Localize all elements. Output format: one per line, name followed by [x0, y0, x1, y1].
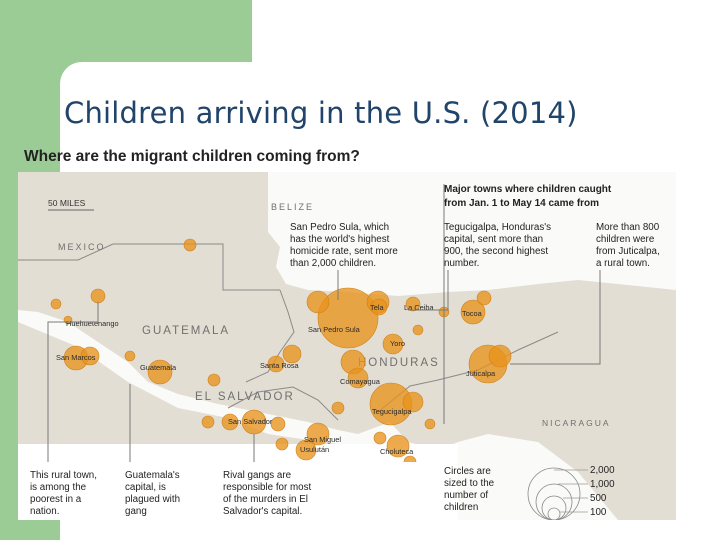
- bubble: [373, 431, 387, 445]
- bubble: [50, 298, 62, 310]
- legend-size-100: 100: [590, 507, 607, 518]
- leader-tegucigalpa-top: [408, 270, 449, 311]
- annotation-huehuetenango: This rural town, is among the poorest in…: [30, 470, 100, 517]
- bubble-guatemala: [147, 359, 173, 385]
- country-label-honduras: HONDURAS: [358, 357, 440, 369]
- bubble: [412, 324, 424, 336]
- country-label-belize: BELIZE: [271, 202, 314, 212]
- bubble-yoro: [382, 333, 404, 355]
- legend-size-1000: 1,000: [590, 479, 615, 490]
- bubble: [488, 344, 512, 368]
- legend-ticks: [554, 469, 588, 513]
- bubble-tocoa: [460, 299, 486, 325]
- legend-size-2000: 2,000: [590, 465, 615, 476]
- city-label-tocoa: Tocoa: [462, 309, 483, 318]
- map-svg: BELIZE MEXICO GUATEMALA HONDURAS EL SALV…: [18, 172, 676, 520]
- city-label-tela: Tela: [370, 303, 384, 312]
- annotation-tegucigalpa: Tegucigalpa, Honduras's capital, sent mo…: [444, 222, 554, 269]
- country-label-el-salvador: EL SALVADOR: [195, 391, 295, 403]
- city-label-santa-rosa: Santa Rosa: [260, 361, 300, 370]
- bubble-san-pedro-sula: [317, 287, 379, 349]
- migrant-origin-map: BELIZE MEXICO GUATEMALA HONDURAS EL SALV…: [18, 172, 676, 520]
- leader-huehuetenango: [47, 302, 99, 464]
- city-label-huehuetenango: Huehuetenango: [66, 319, 119, 328]
- city-label-san-pedro-sula: San Pedro Sula: [308, 325, 361, 334]
- figure-heading: Where are the migrant children coming fr…: [24, 148, 360, 165]
- bubble-tela: [370, 298, 388, 316]
- city-label-san-miguel: San Miguel: [304, 435, 341, 444]
- city-label-la-ceiba: La Ceiba: [404, 303, 434, 312]
- bubble-la-ceiba: [405, 296, 421, 312]
- bubble: [80, 346, 100, 366]
- border-guatemala-honduras: [245, 289, 295, 383]
- bubble-santa-rosa: [267, 355, 285, 373]
- leader-lines: [47, 184, 601, 464]
- country-label-nicaragua: NICARAGUA: [542, 418, 611, 428]
- bubble-san-miguel: [306, 422, 330, 446]
- city-label-choluteca: Choluteca: [380, 447, 414, 456]
- bubble: [207, 373, 221, 387]
- country-label-guatemala: GUATEMALA: [142, 325, 230, 337]
- legend-circles: [527, 467, 581, 520]
- city-label-san-marcos: San Marcos: [56, 353, 96, 362]
- bubble-choluteca: [386, 434, 410, 458]
- annotation-juticalpa: More than 800 children were from Jutical…: [596, 222, 662, 269]
- bubble: [275, 437, 289, 451]
- legend-circle-500: [541, 495, 567, 520]
- city-label-juticalpa: Juticalpa: [466, 369, 496, 378]
- bubble: [476, 290, 492, 306]
- city-label-san-salvador: San Salvador: [228, 417, 273, 426]
- size-legend: Circles are sized to the number of child…: [444, 465, 615, 520]
- city-label-usulutan: Usulután: [300, 445, 329, 454]
- legend-caption: Circles are sized to the number of child…: [444, 466, 497, 513]
- annotation-guatemala: Guatemala's capital, is plagued with gan…: [125, 470, 183, 517]
- country-label-mexico: MEXICO: [58, 242, 106, 252]
- city-label-yoro: Yoro: [390, 339, 405, 348]
- bubble: [282, 344, 302, 364]
- city-label-guatemala: Guatemala: [140, 363, 177, 372]
- legend-circle-1000: [535, 483, 573, 520]
- bubble: [331, 401, 345, 415]
- bubble: [424, 418, 436, 430]
- bubble-usulutan: [295, 439, 317, 461]
- scale-label: 50 MILES: [48, 198, 86, 208]
- bubble: [402, 391, 424, 413]
- coast-fill: [18, 322, 338, 444]
- major-towns-heading: Major towns where children caught from J…: [444, 184, 614, 209]
- slide-title: Children arriving in the U.S. (2014): [64, 96, 578, 130]
- border-mexico-west: [18, 243, 114, 261]
- border-elsalvador-honduras: [227, 386, 339, 421]
- bubble: [306, 290, 330, 314]
- border-mexico-guatemala: [113, 243, 280, 291]
- legend-circle-2000: [527, 467, 581, 520]
- bubble: [183, 238, 197, 252]
- bubbles: [50, 238, 512, 469]
- city-label-tegucigalpa: Tegucigalpa: [372, 407, 412, 416]
- bubble: [124, 350, 136, 362]
- city-label-comayagua: Comayagua: [340, 377, 381, 386]
- bottom-annotation-strip: [18, 462, 448, 520]
- bubble-comayagua: [347, 367, 369, 389]
- bubble: [201, 415, 215, 429]
- annotation-san-salvador: Rival gangs are responsible for most of …: [223, 470, 314, 517]
- annotation-san-pedro-sula: San Pedro Sula, which has the world's hi…: [290, 222, 401, 269]
- legend-circle-100: [547, 507, 561, 520]
- leader-juticalpa: [510, 270, 601, 365]
- bubble: [270, 416, 286, 432]
- legend-size-500: 500: [590, 493, 607, 504]
- bubble-huehuetenango: [90, 288, 106, 304]
- bubble: [221, 413, 239, 431]
